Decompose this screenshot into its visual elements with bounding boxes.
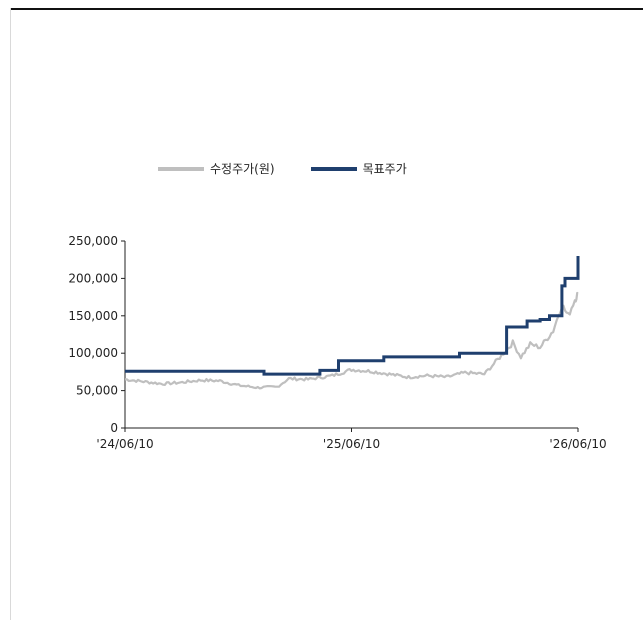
price-series-line bbox=[125, 291, 579, 390]
y-tick-label: 250,000 bbox=[68, 234, 118, 248]
x-tick-label: '26/06/10 bbox=[549, 437, 606, 451]
x-tick-label: '24/06/10 bbox=[96, 437, 153, 451]
target-series-line bbox=[125, 256, 580, 376]
x-tick-label: '25/06/10 bbox=[323, 437, 380, 451]
y-tick-label: 50,000 bbox=[76, 384, 118, 398]
frame-side-border bbox=[10, 8, 11, 620]
legend-item-price: 수정주가(원) bbox=[158, 160, 275, 177]
legend-item-target: 목표주가 bbox=[310, 160, 407, 177]
y-tick-label: 150,000 bbox=[68, 309, 118, 323]
chart-legend: 수정주가(원) 목표주가 bbox=[158, 160, 407, 177]
legend-swatch-target bbox=[310, 166, 357, 171]
legend-swatch-price bbox=[158, 166, 204, 171]
y-tick-label: 200,000 bbox=[68, 271, 118, 285]
legend-label-target: 목표주가 bbox=[362, 162, 407, 176]
y-tick-label: 100,000 bbox=[68, 346, 118, 360]
legend-label-price: 수정주가(원) bbox=[210, 162, 275, 176]
y-tick-label: 0 bbox=[110, 421, 118, 435]
chart-frame bbox=[10, 8, 643, 622]
